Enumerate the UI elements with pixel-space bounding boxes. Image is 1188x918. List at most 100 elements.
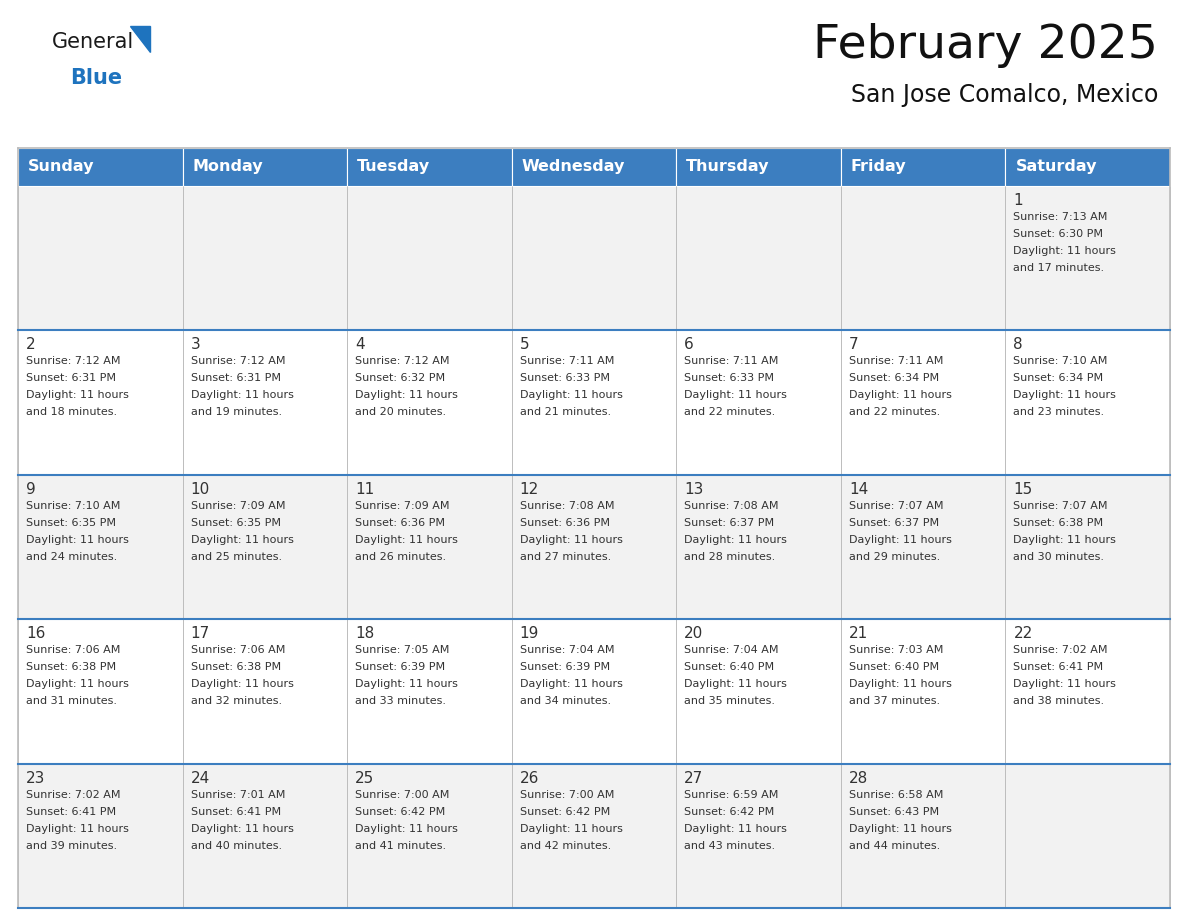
Bar	[841, 186, 1005, 330]
Bar	[347, 330, 512, 475]
Bar	[841, 764, 1005, 908]
Text: Sunrise: 7:12 AM: Sunrise: 7:12 AM	[26, 356, 120, 366]
Text: and 40 minutes.: and 40 minutes.	[190, 841, 282, 851]
Text: Sunrise: 7:10 AM: Sunrise: 7:10 AM	[1013, 356, 1107, 366]
Text: Sunrise: 7:09 AM: Sunrise: 7:09 AM	[355, 501, 449, 510]
Text: and 44 minutes.: and 44 minutes.	[849, 841, 940, 851]
Bar	[512, 330, 676, 475]
Text: and 20 minutes.: and 20 minutes.	[355, 408, 447, 418]
Text: Sunday: Sunday	[29, 160, 95, 174]
Text: Daylight: 11 hours: Daylight: 11 hours	[355, 390, 459, 400]
Bar	[18, 475, 183, 620]
Bar	[1005, 475, 1170, 620]
Text: Daylight: 11 hours: Daylight: 11 hours	[190, 679, 293, 689]
Text: and 37 minutes.: and 37 minutes.	[849, 696, 940, 706]
Text: Sunset: 6:36 PM: Sunset: 6:36 PM	[355, 518, 446, 528]
Text: 25: 25	[355, 770, 374, 786]
Text: 24: 24	[190, 770, 210, 786]
Text: 23: 23	[26, 770, 45, 786]
Text: and 38 minutes.: and 38 minutes.	[1013, 696, 1105, 706]
Bar	[512, 764, 676, 908]
Text: 7: 7	[849, 338, 859, 353]
Text: Daylight: 11 hours: Daylight: 11 hours	[190, 823, 293, 834]
Text: Sunset: 6:36 PM: Sunset: 6:36 PM	[519, 518, 609, 528]
Text: and 22 minutes.: and 22 minutes.	[849, 408, 940, 418]
Text: and 26 minutes.: and 26 minutes.	[355, 552, 447, 562]
Text: 5: 5	[519, 338, 530, 353]
Text: Daylight: 11 hours: Daylight: 11 hours	[26, 390, 128, 400]
Text: 11: 11	[355, 482, 374, 497]
Text: and 32 minutes.: and 32 minutes.	[190, 696, 282, 706]
Text: 17: 17	[190, 626, 210, 641]
Text: Wednesday: Wednesday	[522, 160, 625, 174]
Text: and 31 minutes.: and 31 minutes.	[26, 696, 116, 706]
Text: February 2025: February 2025	[813, 23, 1158, 68]
Text: 3: 3	[190, 338, 201, 353]
Text: 15: 15	[1013, 482, 1032, 497]
Text: 20: 20	[684, 626, 703, 641]
Text: and 42 minutes.: and 42 minutes.	[519, 841, 611, 851]
Text: 10: 10	[190, 482, 210, 497]
Text: 8: 8	[1013, 338, 1023, 353]
Text: Daylight: 11 hours: Daylight: 11 hours	[849, 535, 952, 544]
Text: Sunrise: 7:08 AM: Sunrise: 7:08 AM	[519, 501, 614, 510]
Text: Sunrise: 7:12 AM: Sunrise: 7:12 AM	[355, 356, 449, 366]
Text: Sunset: 6:37 PM: Sunset: 6:37 PM	[684, 518, 775, 528]
Bar	[1005, 764, 1170, 908]
Text: Thursday: Thursday	[687, 160, 770, 174]
Bar	[18, 764, 183, 908]
Text: and 23 minutes.: and 23 minutes.	[1013, 408, 1105, 418]
Text: Sunset: 6:38 PM: Sunset: 6:38 PM	[1013, 518, 1104, 528]
Bar	[1005, 186, 1170, 330]
Text: Daylight: 11 hours: Daylight: 11 hours	[26, 535, 128, 544]
Text: Sunset: 6:40 PM: Sunset: 6:40 PM	[684, 662, 775, 672]
Text: Sunrise: 7:01 AM: Sunrise: 7:01 AM	[190, 789, 285, 800]
Text: 13: 13	[684, 482, 703, 497]
Text: Daylight: 11 hours: Daylight: 11 hours	[684, 679, 788, 689]
Text: Daylight: 11 hours: Daylight: 11 hours	[1013, 390, 1117, 400]
Text: Sunrise: 7:09 AM: Sunrise: 7:09 AM	[190, 501, 285, 510]
Text: Blue: Blue	[70, 68, 122, 88]
Text: Sunrise: 6:59 AM: Sunrise: 6:59 AM	[684, 789, 778, 800]
Text: Sunrise: 7:00 AM: Sunrise: 7:00 AM	[355, 789, 449, 800]
Text: Daylight: 11 hours: Daylight: 11 hours	[190, 390, 293, 400]
Bar	[841, 148, 1005, 186]
Bar	[676, 764, 841, 908]
Text: Sunset: 6:32 PM: Sunset: 6:32 PM	[355, 374, 446, 384]
Text: and 18 minutes.: and 18 minutes.	[26, 408, 118, 418]
Text: Sunset: 6:40 PM: Sunset: 6:40 PM	[849, 662, 939, 672]
Text: Sunset: 6:41 PM: Sunset: 6:41 PM	[190, 807, 280, 817]
Text: Daylight: 11 hours: Daylight: 11 hours	[684, 823, 788, 834]
Text: Saturday: Saturday	[1016, 160, 1097, 174]
Text: Sunrise: 7:04 AM: Sunrise: 7:04 AM	[684, 645, 779, 655]
Text: 2: 2	[26, 338, 36, 353]
Text: Sunset: 6:39 PM: Sunset: 6:39 PM	[355, 662, 446, 672]
Text: Sunset: 6:42 PM: Sunset: 6:42 PM	[519, 807, 609, 817]
Bar	[18, 330, 183, 475]
Text: Sunrise: 7:08 AM: Sunrise: 7:08 AM	[684, 501, 779, 510]
Bar	[841, 620, 1005, 764]
Text: Daylight: 11 hours: Daylight: 11 hours	[849, 823, 952, 834]
Text: and 22 minutes.: and 22 minutes.	[684, 408, 776, 418]
Bar	[512, 475, 676, 620]
Text: Sunset: 6:33 PM: Sunset: 6:33 PM	[684, 374, 775, 384]
Bar	[18, 148, 183, 186]
Bar	[183, 330, 347, 475]
Text: Sunrise: 7:12 AM: Sunrise: 7:12 AM	[190, 356, 285, 366]
Bar	[18, 620, 183, 764]
Text: Sunrise: 6:58 AM: Sunrise: 6:58 AM	[849, 789, 943, 800]
Bar	[1005, 330, 1170, 475]
Text: Sunset: 6:30 PM: Sunset: 6:30 PM	[1013, 229, 1104, 239]
Bar	[1005, 620, 1170, 764]
Text: Daylight: 11 hours: Daylight: 11 hours	[355, 679, 459, 689]
Text: 9: 9	[26, 482, 36, 497]
Text: 27: 27	[684, 770, 703, 786]
Text: and 29 minutes.: and 29 minutes.	[849, 552, 940, 562]
Text: Sunrise: 7:06 AM: Sunrise: 7:06 AM	[190, 645, 285, 655]
Bar	[347, 186, 512, 330]
Text: 6: 6	[684, 338, 694, 353]
Text: General: General	[52, 32, 134, 52]
Text: and 35 minutes.: and 35 minutes.	[684, 696, 776, 706]
Text: Sunset: 6:42 PM: Sunset: 6:42 PM	[684, 807, 775, 817]
Polygon shape	[129, 26, 150, 52]
